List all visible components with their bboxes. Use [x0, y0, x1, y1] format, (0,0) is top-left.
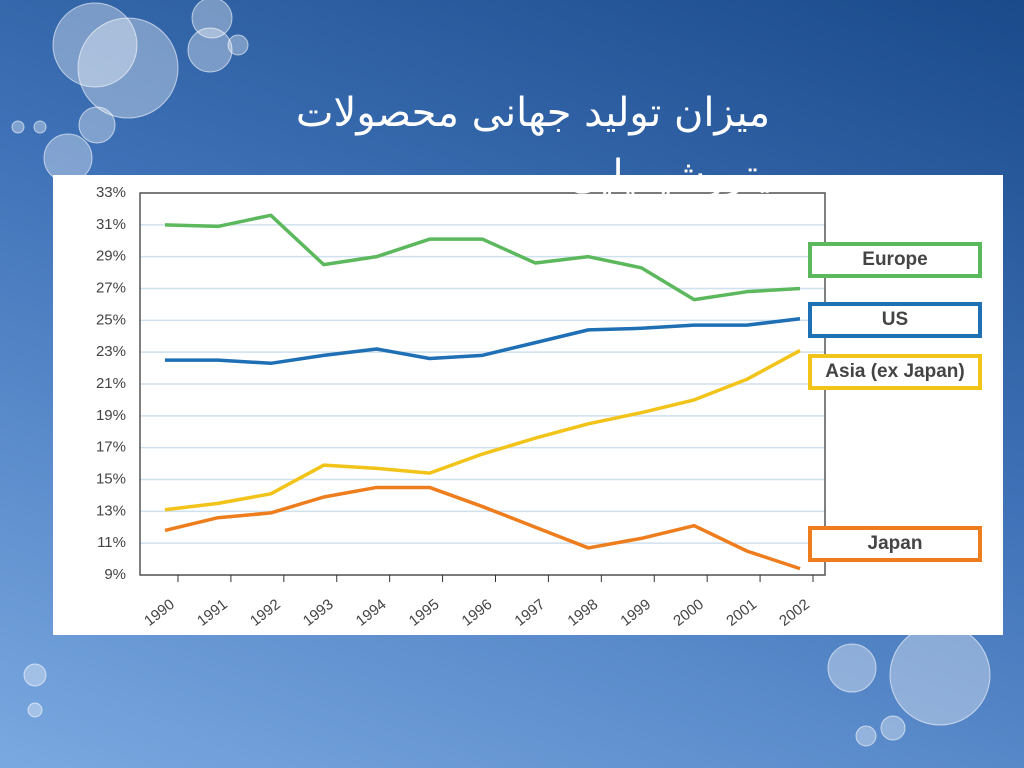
- legend-label: Asia (ex Japan): [825, 361, 964, 382]
- decor: [23, 663, 47, 687]
- y-tick-label: 11%: [97, 534, 126, 551]
- y-tick-label: 13%: [96, 502, 126, 519]
- y-tick-label: 15%: [96, 470, 126, 487]
- legend-label: Europe: [862, 249, 927, 270]
- decor: [27, 702, 43, 718]
- decor: [187, 27, 233, 73]
- decor: [52, 2, 138, 88]
- slide-title: میزان تولید جهانی محصولات پتروشیمیایی: [295, 90, 770, 198]
- series-line: [165, 317, 801, 366]
- decor: [880, 715, 906, 741]
- y-tick-label: 33%: [96, 184, 126, 201]
- legend-label: US: [882, 309, 908, 330]
- legend-box: [808, 302, 982, 338]
- decor: [889, 624, 991, 726]
- decor: [11, 120, 25, 134]
- legend-box: [808, 526, 982, 562]
- y-tick-label: 19%: [96, 407, 126, 424]
- y-tick-label: 27%: [96, 279, 126, 296]
- decor: [191, 0, 233, 39]
- decor: [33, 120, 47, 134]
- y-tick-label: 31%: [96, 216, 126, 233]
- legend-box: [808, 354, 982, 390]
- decor: [78, 106, 116, 144]
- series-line: [164, 485, 801, 571]
- series-line: [164, 213, 801, 302]
- decor: [827, 643, 877, 693]
- y-tick-label: 21%: [96, 375, 126, 392]
- y-tick-label: 29%: [96, 248, 126, 265]
- legend-box: [808, 242, 982, 278]
- y-tick-label: 17%: [96, 439, 126, 456]
- decor: [43, 133, 93, 183]
- decor: [77, 17, 179, 119]
- decor: [855, 725, 877, 747]
- series-line: [164, 349, 801, 512]
- y-tick-label: 23%: [96, 343, 126, 360]
- y-tick-label: 25%: [96, 311, 126, 328]
- legend-label: Japan: [868, 533, 923, 554]
- y-tick-label: 9%: [104, 566, 126, 583]
- decor: [227, 34, 249, 56]
